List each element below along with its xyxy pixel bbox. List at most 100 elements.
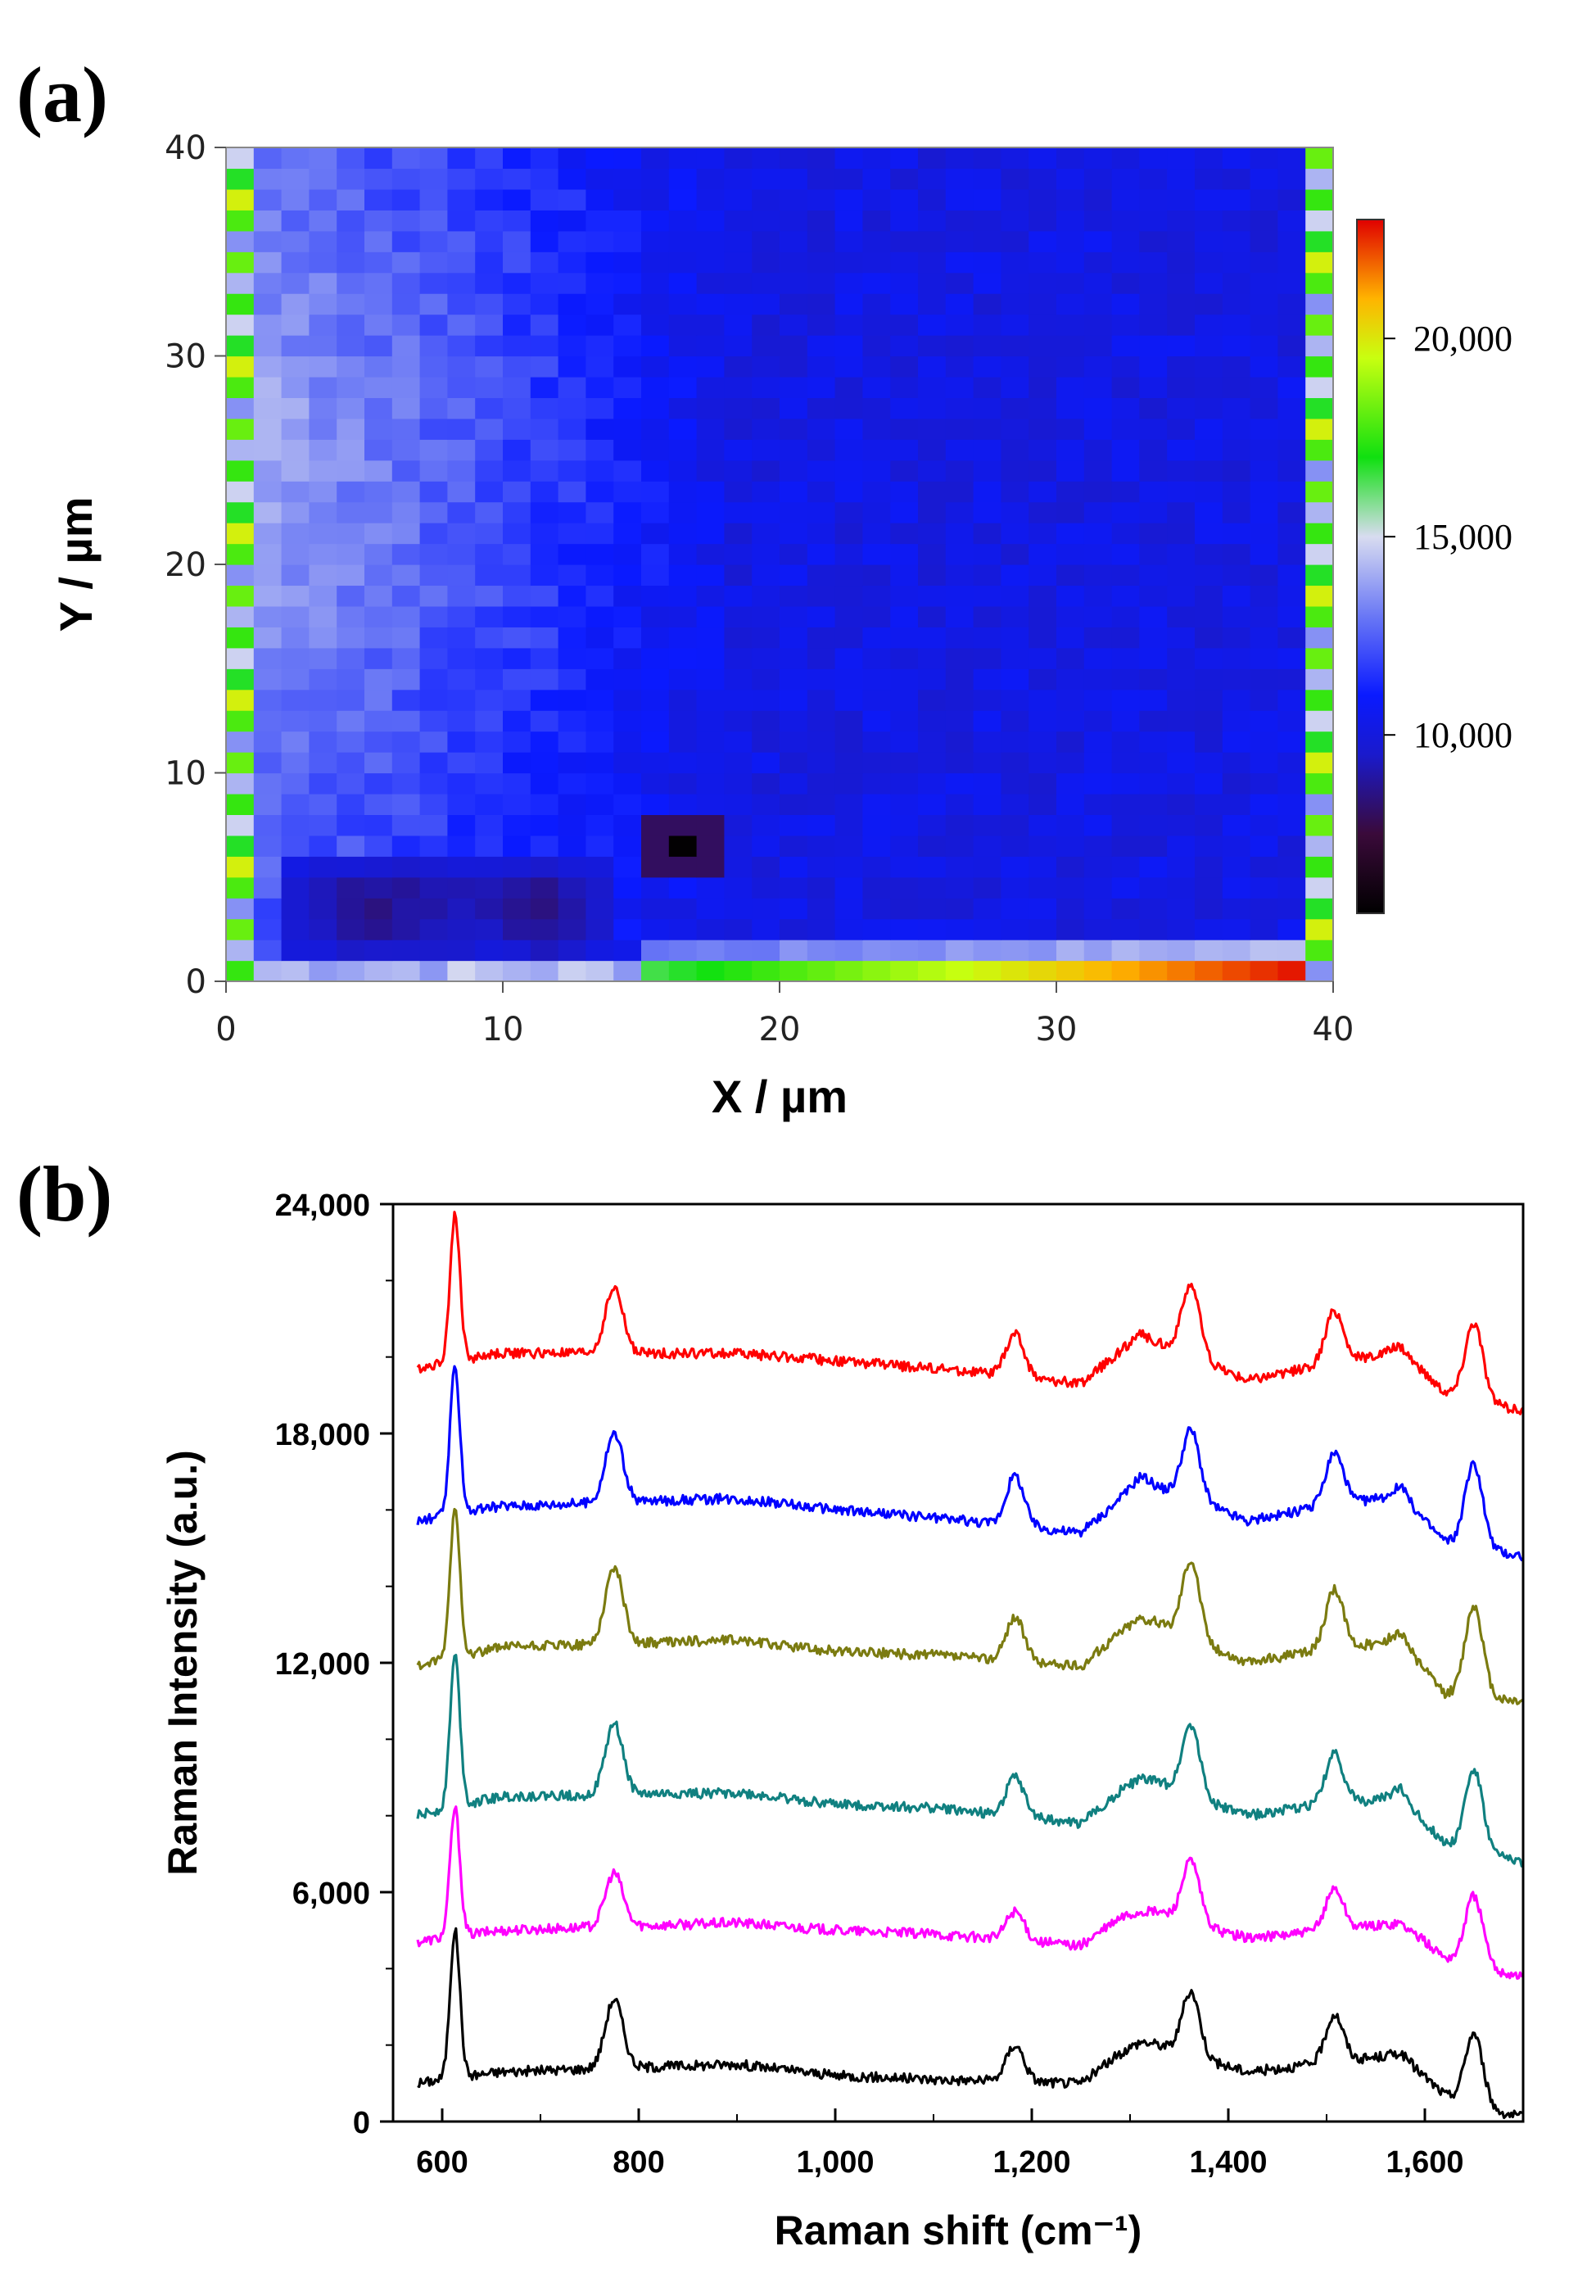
- heatmap-cell: [1083, 793, 1113, 815]
- heatmap-cell: [724, 564, 753, 586]
- heatmap-cell: [613, 647, 642, 669]
- heatmap-cell: [1111, 918, 1140, 940]
- heatmap-cell: [945, 731, 974, 753]
- heatmap-cell: [1139, 439, 1168, 461]
- heatmap-cell: [890, 689, 919, 711]
- heatmap-cell: [475, 731, 504, 753]
- colorbar-tick-label: 15,000: [1413, 517, 1512, 557]
- spectra-y-tick-label: 6,000: [292, 1877, 370, 1911]
- heatmap-cell: [668, 647, 698, 669]
- heatmap-cell: [1056, 523, 1085, 545]
- heatmap-cell: [364, 605, 393, 627]
- heatmap-cell: [918, 523, 947, 545]
- heatmap-cell: [391, 731, 421, 753]
- heatmap-cell: [337, 668, 365, 691]
- heatmap-cell: [337, 647, 365, 669]
- heatmap-cell: [530, 814, 559, 836]
- heatmap-cell: [1222, 230, 1251, 252]
- heatmap-cell: [475, 585, 504, 607]
- heatmap-cell: [1111, 647, 1140, 669]
- heatmap-cell: [419, 876, 448, 899]
- heatmap-cell: [364, 543, 393, 565]
- heatmap-cell: [1083, 523, 1113, 545]
- heatmap-cell: [253, 605, 283, 627]
- heatmap-cell: [1083, 668, 1113, 691]
- heatmap-cell: [1305, 731, 1334, 753]
- heatmap-cell: [1029, 314, 1057, 336]
- heatmap-cell: [1056, 710, 1085, 732]
- heatmap-cell: [945, 293, 974, 315]
- heatmap-cell: [641, 752, 670, 774]
- heatmap-cell: [696, 564, 725, 586]
- heatmap-cell: [1056, 793, 1085, 815]
- heatmap-cell: [503, 188, 531, 211]
- heatmap-cell: [1195, 856, 1223, 878]
- heatmap-cell: [780, 501, 808, 523]
- heatmap-cell: [364, 710, 393, 732]
- heatmap-cell: [807, 940, 836, 962]
- heatmap-cell: [391, 752, 421, 774]
- heatmap-cell: [973, 335, 1001, 357]
- heatmap-cell: [281, 355, 310, 378]
- heatmap-cell: [1222, 876, 1251, 899]
- heatmap-cell: [780, 376, 808, 398]
- heatmap-cell: [1250, 501, 1278, 523]
- heatmap-cell: [668, 627, 698, 649]
- heatmap-cell: [641, 418, 670, 440]
- heatmap-cell: [945, 605, 974, 627]
- heatmap-cell: [309, 355, 337, 378]
- heatmap-cell: [641, 335, 670, 357]
- heatmap-cell: [1001, 647, 1029, 669]
- heatmap-cell: [780, 272, 808, 294]
- heatmap-cell: [1111, 856, 1140, 878]
- heatmap-cell: [668, 314, 698, 336]
- heatmap-cell: [337, 355, 365, 378]
- heatmap-cell: [890, 814, 919, 836]
- heatmap-cell: [862, 460, 891, 482]
- heatmap-cell: [281, 835, 310, 857]
- heatmap-cell: [1029, 355, 1057, 378]
- heatmap-cell: [668, 501, 698, 523]
- heatmap-cell: [1167, 418, 1196, 440]
- heatmap-cell: [1139, 251, 1168, 274]
- heatmap-x-tick-label: 0: [215, 1011, 236, 1048]
- heatmap-cell: [1029, 585, 1057, 607]
- heatmap-cell: [586, 710, 614, 732]
- heatmap-cell: [973, 689, 1001, 711]
- heatmap-cell: [862, 793, 891, 815]
- heatmap-cell: [1250, 564, 1278, 586]
- heatmap-cell: [1305, 147, 1334, 170]
- heatmap-cell: [945, 439, 974, 461]
- heatmap-cell: [1250, 272, 1278, 294]
- heatmap-cell: [391, 772, 421, 795]
- heatmap-cell: [1195, 960, 1223, 982]
- heatmap-cell: [1111, 272, 1140, 294]
- heatmap-cell: [1056, 501, 1085, 523]
- heatmap-cell: [1139, 960, 1168, 982]
- heatmap-cell: [1111, 835, 1140, 857]
- heatmap-cell: [945, 481, 974, 503]
- heatmap-cell: [475, 793, 504, 815]
- heatmap-cell: [1277, 564, 1306, 586]
- heatmap-cell: [1277, 147, 1306, 170]
- heatmap-cell: [447, 439, 476, 461]
- heatmap-cell: [807, 230, 836, 252]
- heatmap-cell: [1029, 335, 1057, 357]
- heatmap-cell: [780, 564, 808, 586]
- heatmap-cell: [391, 668, 421, 691]
- heatmap-cell: [1305, 543, 1334, 565]
- heatmap-cell: [945, 814, 974, 836]
- heatmap-cell: [337, 210, 365, 232]
- heatmap-cell: [1250, 960, 1278, 982]
- heatmap-cell: [475, 188, 504, 211]
- heatmap-cell: [253, 647, 283, 669]
- heatmap-cell: [364, 168, 393, 190]
- heatmap-cell: [226, 523, 255, 545]
- heatmap-cell: [862, 752, 891, 774]
- heatmap-cell: [1167, 355, 1196, 378]
- heatmap-cell: [281, 523, 310, 545]
- heatmap-cell: [1305, 898, 1334, 920]
- heatmap-cell: [862, 876, 891, 899]
- heatmap-cell: [419, 523, 448, 545]
- heatmap-cell: [696, 147, 725, 170]
